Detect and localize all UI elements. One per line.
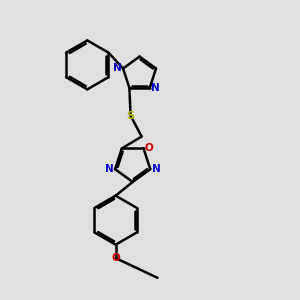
Text: N: N bbox=[113, 63, 122, 73]
Text: N: N bbox=[105, 164, 113, 174]
Text: S: S bbox=[127, 111, 135, 121]
Text: O: O bbox=[144, 142, 153, 153]
Text: N: N bbox=[151, 83, 160, 94]
Text: N: N bbox=[152, 164, 161, 174]
Text: O: O bbox=[111, 253, 120, 263]
